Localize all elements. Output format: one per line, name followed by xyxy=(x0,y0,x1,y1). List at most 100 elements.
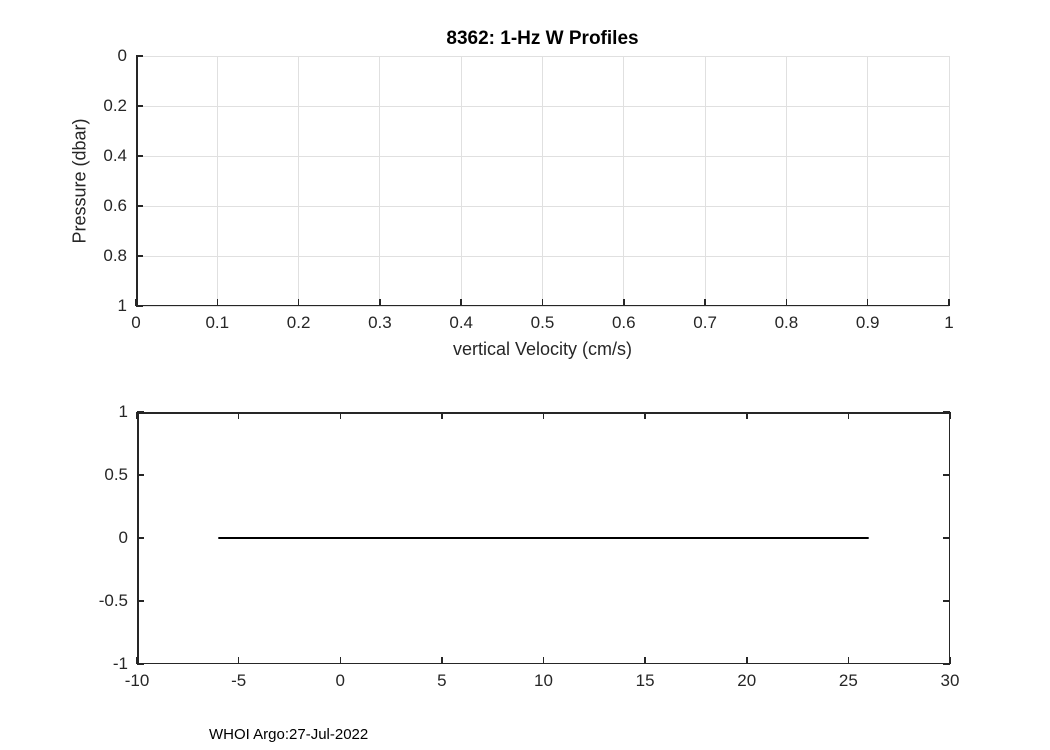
y-tick-label: -0.5 xyxy=(98,591,128,610)
gridline-x xyxy=(623,56,625,306)
x-tick xyxy=(297,299,300,306)
x-tick xyxy=(948,299,950,306)
y-tick-label: 1 xyxy=(117,296,127,315)
x-tick-label: 20 xyxy=(737,671,757,690)
x-tick xyxy=(847,657,850,664)
x-tick-label: 0.7 xyxy=(693,313,717,332)
x-tick xyxy=(949,657,951,664)
x-tick-label: 0.2 xyxy=(286,313,311,332)
y-tick-right xyxy=(943,663,950,665)
x-tick xyxy=(379,299,381,306)
top-plot-ylabel: Pressure (dbar) xyxy=(69,118,90,244)
y-tick-right xyxy=(943,600,950,602)
x-tick xyxy=(644,657,646,664)
y-tick-right xyxy=(943,537,950,539)
x-tick xyxy=(339,657,341,664)
y-tick xyxy=(136,55,143,57)
series-layer xyxy=(218,537,869,539)
y-tick-right xyxy=(943,411,950,413)
top-plot-xlabel: vertical Velocity (cm/s) xyxy=(452,339,633,359)
gridline-y xyxy=(136,155,949,157)
x-tick xyxy=(237,657,240,664)
gridline-y xyxy=(136,105,949,107)
y-tick xyxy=(136,305,143,307)
y-tick-label: 0.5 xyxy=(104,465,128,484)
x-tick xyxy=(441,657,443,664)
x-tick-label: 0.4 xyxy=(449,313,473,332)
x-tick xyxy=(623,299,625,306)
gridline-x xyxy=(867,56,869,306)
y-tick xyxy=(137,411,144,413)
x-tick-top xyxy=(746,412,748,419)
x-tick xyxy=(542,657,545,664)
x-tick-top xyxy=(949,412,951,419)
y-tick-label: 0 xyxy=(117,46,127,65)
x-tick-top xyxy=(847,412,850,419)
footer-annotation: WHOI Argo:27-Jul-2022 xyxy=(209,726,369,743)
x-tick-label: 0.3 xyxy=(368,313,392,332)
x-tick-label: -10 xyxy=(124,671,150,690)
gridline-y xyxy=(136,55,949,57)
x-tick-label: 15 xyxy=(635,671,655,690)
y-tick-label: 1 xyxy=(118,402,128,421)
y-tick-label: 0 xyxy=(118,528,128,547)
x-tick xyxy=(136,657,138,664)
gridline-y xyxy=(136,305,949,307)
x-tick-label: 0.6 xyxy=(611,313,636,332)
x-tick xyxy=(216,299,219,306)
y-tick xyxy=(136,105,143,107)
y-tick xyxy=(137,663,144,665)
x-tick-label: 0.5 xyxy=(530,313,555,332)
x-tick-label: 25 xyxy=(838,671,858,690)
y-tick xyxy=(136,155,143,157)
gridline-x xyxy=(379,56,381,306)
x-tick xyxy=(135,299,137,306)
gridline-x xyxy=(460,56,462,306)
gridline-x xyxy=(704,56,706,306)
x-tick-label: 5 xyxy=(437,671,447,690)
x-tick xyxy=(541,299,544,306)
y-axis-line xyxy=(136,56,138,306)
x-tick-label: 30 xyxy=(940,671,960,690)
y-tick xyxy=(137,537,144,539)
y-tick xyxy=(137,474,144,476)
y-tick xyxy=(137,600,144,602)
x-tick-top xyxy=(644,412,646,419)
gridline-x xyxy=(298,56,300,306)
x-tick-label: 0.1 xyxy=(205,313,230,332)
x-tick-label: 0.8 xyxy=(774,313,799,332)
gridline-y xyxy=(136,205,949,207)
y-tick xyxy=(136,255,143,257)
x-tick xyxy=(785,299,788,306)
x-tick-top xyxy=(542,412,545,419)
y-tick-right xyxy=(943,474,950,476)
x-tick-top xyxy=(339,412,341,419)
x-tick-top xyxy=(237,412,240,419)
y-tick-label: 0.2 xyxy=(103,96,127,115)
x-tick xyxy=(866,299,869,306)
top-plot-title: 8362: 1-Hz W Profiles xyxy=(446,28,639,49)
x-tick xyxy=(460,299,462,306)
y-tick-label: 0.4 xyxy=(103,146,127,165)
x-tick-label: 0 xyxy=(131,313,141,332)
top-axes: 0 0.1 0.2 0.3 0.4 0.5 0.6 0.7 0.8 0.9 1 0 0.2 0.4 0.6 0… xyxy=(103,46,953,332)
bottom-axes: -10 -5 0 5 10 15 20 25 30 -1 -0.5 0 0.5 1 xyxy=(99,402,960,690)
y-tick-label: 0.6 xyxy=(103,196,127,215)
x-tick-label: -5 xyxy=(231,671,247,690)
y-tick xyxy=(136,205,143,207)
gridline-x xyxy=(948,56,950,306)
y-tick-label: 0.8 xyxy=(103,246,127,265)
x-tick xyxy=(746,657,748,664)
x-tick-label: 0.9 xyxy=(855,313,880,332)
x-tick-top xyxy=(441,412,443,419)
gridline-x xyxy=(785,56,787,306)
y-tick-label: -1 xyxy=(112,654,128,673)
x-tick xyxy=(704,299,706,306)
x-tick-label: 10 xyxy=(534,671,553,690)
gridline-x xyxy=(216,56,218,306)
gridline-y xyxy=(136,255,949,257)
gridline-x xyxy=(542,56,543,306)
x-tick-top xyxy=(136,412,138,419)
x-tick-label: 0 xyxy=(335,671,345,690)
